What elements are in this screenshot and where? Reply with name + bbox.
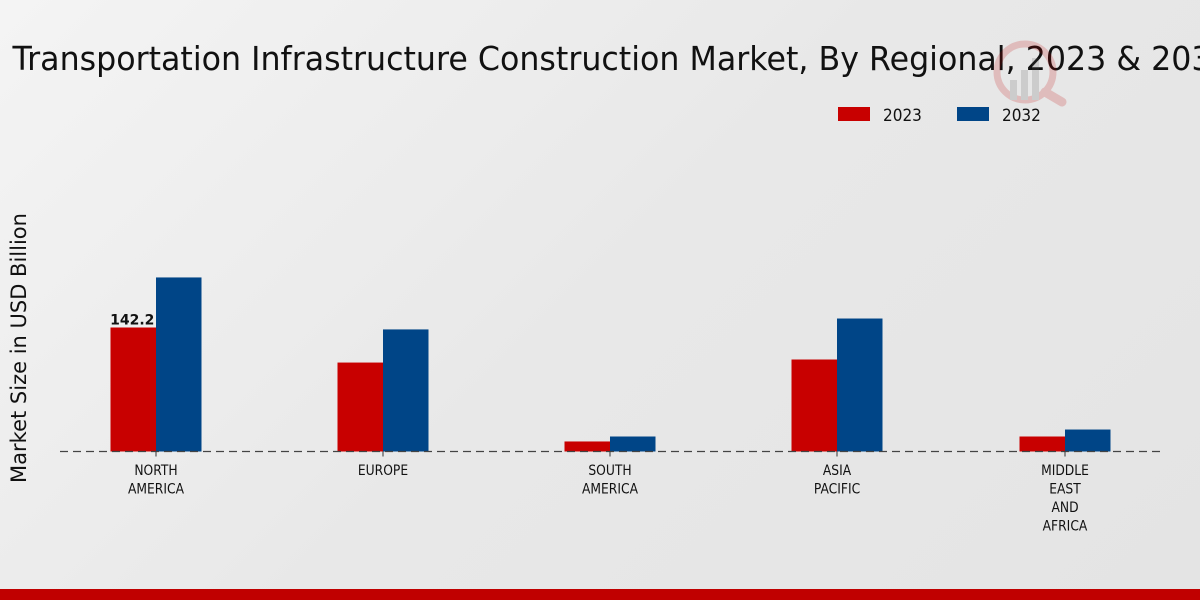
y-axis-label: Market Size in USD Billion — [7, 213, 31, 483]
x-tick-label: NORTH AMERICA — [128, 463, 184, 497]
bar-2023-europe — [337, 362, 383, 452]
bottom-accent-bar — [0, 589, 1200, 600]
bar-2032-asia-pacific — [837, 318, 883, 452]
x-tick-label: ASIA PACIFIC — [814, 463, 860, 497]
x-tick-label: SOUTH AMERICA — [582, 463, 638, 497]
legend: 2023 2032 — [838, 105, 1041, 125]
legend-label-2023: 2023 — [883, 105, 922, 125]
data-label: 142.2 — [110, 313, 154, 329]
bar-2023-asia-pacific — [791, 359, 837, 452]
legend-swatch-2032 — [957, 107, 989, 121]
bar-2023-south-america — [564, 441, 610, 452]
bar-2032-north-america — [156, 277, 202, 452]
bar-2032-middle-east-and-africa — [1065, 429, 1111, 452]
bar-2032-south-america — [610, 436, 656, 452]
watermark-logo-icon — [993, 40, 1067, 107]
x-tick-label: EUROPE — [358, 463, 408, 479]
x-tick-label: MIDDLE EAST AND AFRICA — [1041, 463, 1089, 534]
chart-title: Transportation Infrastructure Constructi… — [11, 39, 1200, 78]
bar-2023-north-america — [110, 327, 156, 452]
legend-swatch-2023 — [838, 107, 870, 121]
bar-2032-europe — [383, 329, 429, 452]
legend-label-2032: 2032 — [1002, 105, 1041, 125]
bar-2023-middle-east-and-africa — [1019, 436, 1065, 452]
